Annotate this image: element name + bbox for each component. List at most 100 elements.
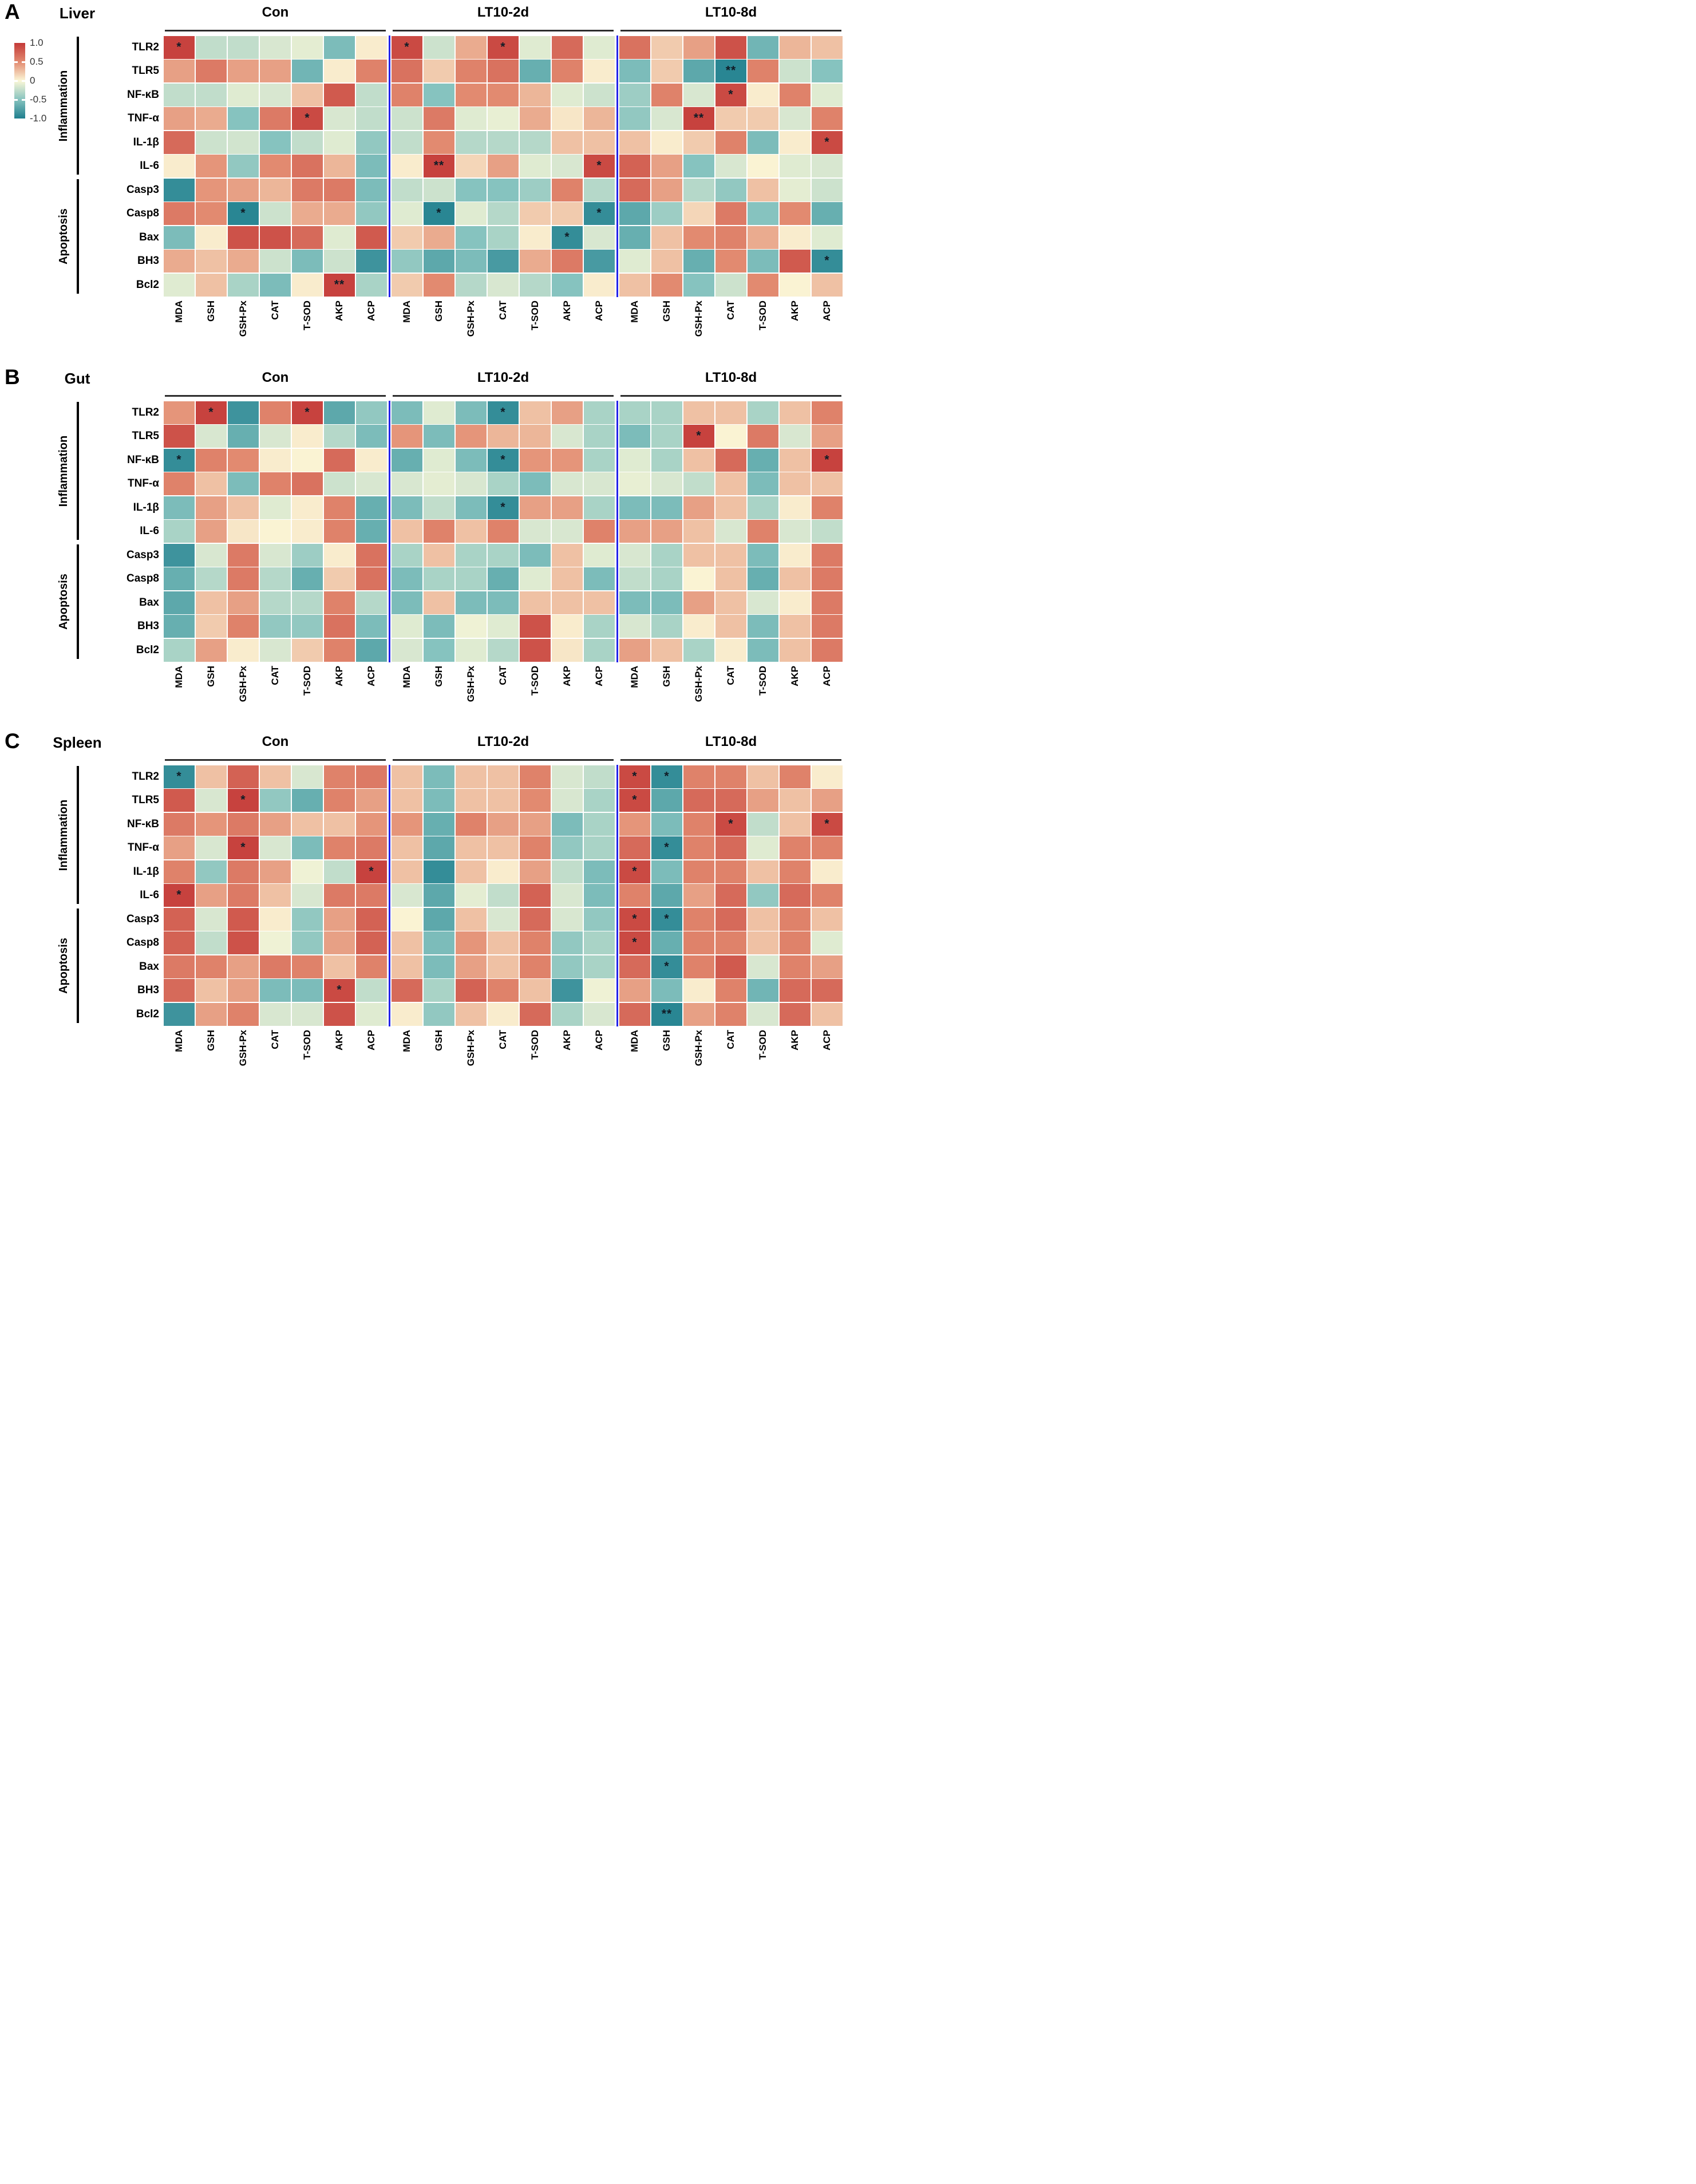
heatmap-cell [423,226,455,249]
heatmap-cell [683,425,715,448]
axis-label-MDA: MDA [173,300,184,323]
heatmap-cell [715,615,747,638]
heatmap-cell [683,1002,715,1026]
heatmap-cell [715,979,747,1002]
heatmap-cell [715,789,747,812]
heatmap-cell [651,1002,683,1026]
heatmap-cell [163,765,195,788]
axis-label-CAT: CAT [725,1029,736,1049]
heatmap-cell [227,35,259,59]
heatmap-cell [583,638,615,662]
heatmap-cell [423,765,455,788]
category-label-inflammation: Inflammation [57,70,70,141]
heatmap-cell [259,178,291,202]
heatmap-cell [715,907,747,931]
heatmap-cell [715,273,747,297]
heatmap-cell [651,591,683,614]
heatmap-cell [779,425,811,448]
significance-star: * [500,405,506,419]
heatmap-cell [683,907,715,931]
heatmap-cell [391,448,423,472]
heatmap-cell [487,202,519,226]
heatmap-cell [519,401,551,424]
significance-star: * [632,793,638,807]
significance-star: ** [661,1007,673,1021]
heatmap-cell [651,226,683,249]
heatmap-cell [259,107,291,131]
row-label-Bcl2: Bcl2 [136,643,159,656]
row-label-TLR2: TLR2 [132,406,160,418]
significance-star: * [664,912,670,926]
heatmap-cell [619,860,651,883]
heatmap-cell [551,131,583,154]
panel-letter: B [5,365,20,389]
heatmap-cell [651,60,683,83]
heatmap-cell [391,567,423,591]
heatmap-cell [391,131,423,154]
heatmap-cell [747,83,779,106]
group-label-LT10-8d: LT10-8d [705,370,757,385]
heatmap-cell [323,812,355,836]
heatmap-cell [195,226,227,249]
group-underline [165,759,386,761]
heatmap-cell [227,765,259,788]
heatmap-cell [583,202,615,226]
significance-star: * [176,888,182,902]
significance-star: * [664,840,670,854]
heatmap-cell [355,35,388,59]
heatmap-cell [195,250,227,273]
heatmap-cell [291,812,323,836]
heatmap-cell [355,60,388,83]
heatmap-cell [715,567,747,591]
heatmap-cell [747,638,779,662]
heatmap-cell [747,226,779,249]
row-label-Bcl2: Bcl2 [136,278,159,291]
heatmap-cell [163,907,195,931]
heatmap-cell [747,425,779,448]
heatmap-cell [551,979,583,1002]
heatmap-cell [259,250,291,273]
heatmap-cell [487,615,519,638]
heatmap-cell [195,789,227,812]
heatmap-cell [619,35,651,59]
heatmap-cell [163,638,195,662]
heatmap-cell [259,884,291,907]
heatmap-cell [683,273,715,297]
heatmap-cell [391,812,423,836]
significance-star: * [240,793,246,807]
axis-label-GSH: GSH [205,665,216,687]
category-label-inflammation: Inflammation [57,435,70,507]
significance-star: * [824,453,830,467]
heatmap-cell [487,1002,519,1026]
heatmap-cell [163,448,195,472]
heatmap-cell [487,931,519,955]
heatmap-cell [779,273,811,297]
heatmap-cell [747,931,779,955]
significance-star: ** [334,278,345,291]
heatmap-cell [259,273,291,297]
group-label-Con: Con [262,5,289,20]
axis-label-ACP: ACP [821,1029,832,1050]
heatmap-cell [519,155,551,178]
heatmap-cell [423,1002,455,1026]
heatmap-cell [323,273,355,297]
heatmap-cell [551,591,583,614]
significance-star: * [404,40,410,54]
heatmap-cell [355,543,388,567]
heatmap-cell [811,860,843,883]
heatmap-cell [423,448,455,472]
heatmap-cell [163,1002,195,1026]
heatmap-cell [619,812,651,836]
heatmap-cell [195,520,227,543]
heatmap-cell [747,860,779,883]
heatmap-cell [519,955,551,978]
heatmap-cell [551,250,583,273]
axis-label-GSH: GSH [661,300,672,322]
axis-label-ACP: ACP [366,1029,377,1050]
heatmap-cell [195,765,227,788]
axis-label-T-SOD: T-SOD [529,300,540,330]
heatmap-cell [487,401,519,424]
heatmap-cell [779,83,811,106]
heatmap-cell [651,155,683,178]
heatmap-cell [323,83,355,106]
